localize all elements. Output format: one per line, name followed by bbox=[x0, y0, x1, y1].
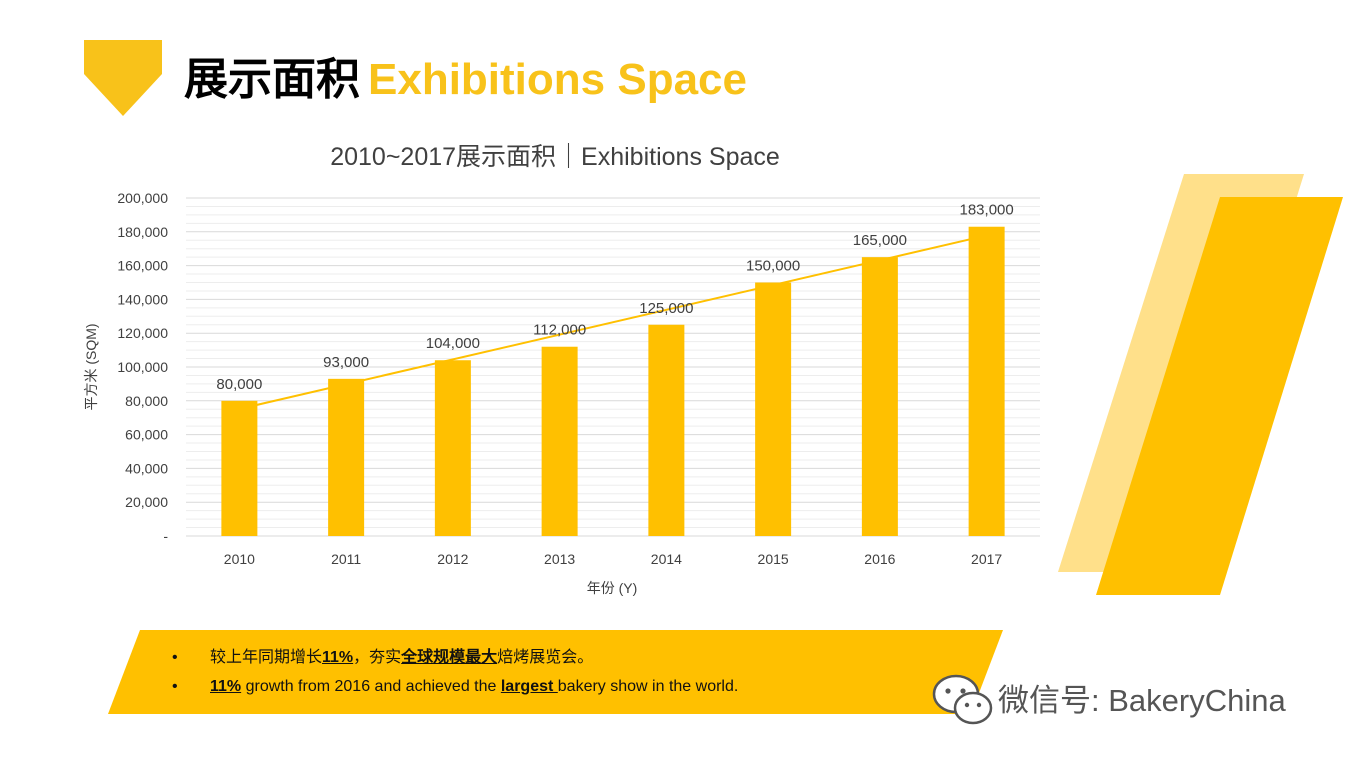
page-title: 展示面积 Exhibitions Space bbox=[184, 52, 747, 108]
y-tick-label: 40,000 bbox=[125, 460, 168, 476]
bar-2011 bbox=[328, 378, 365, 536]
bullet: • bbox=[172, 649, 178, 666]
x-tick-label-2013: 2013 bbox=[544, 551, 575, 567]
x-tick-label-2011: 2011 bbox=[331, 551, 361, 567]
y-axis-label: 平方米 (SQM) bbox=[83, 323, 99, 410]
data-label-2010: 80,000 bbox=[216, 376, 262, 393]
y-tick-label: 180,000 bbox=[117, 224, 168, 240]
highlight-percent: 11% bbox=[210, 678, 242, 695]
x-tick-label-2014: 2014 bbox=[651, 551, 682, 567]
chart-gridlines bbox=[186, 197, 1040, 537]
note-text: 较上年同期增长 bbox=[210, 649, 323, 666]
summary-notes: • 较上年同期增长11%，夯实全球规模最大焙烤展览会。 • 11% growth f… bbox=[172, 645, 972, 703]
highlight-percent: 11% bbox=[322, 649, 354, 666]
bar-2014 bbox=[648, 324, 685, 536]
x-tick-label-2015: 2015 bbox=[758, 551, 789, 567]
trendline bbox=[239, 234, 987, 410]
bar-2016 bbox=[861, 257, 898, 536]
wechat-id-watermark: 微信号: BakeryChina bbox=[998, 683, 1286, 718]
y-tick-label: 80,000 bbox=[125, 393, 168, 409]
y-tick-label: 120,000 bbox=[117, 325, 168, 341]
note-text: bakery show in the world. bbox=[557, 678, 739, 695]
bar-2010 bbox=[221, 400, 258, 536]
title-marker-shape bbox=[84, 40, 162, 116]
page-title-en: Exhibitions Space bbox=[368, 55, 747, 104]
y-tick-label: 100,000 bbox=[117, 359, 168, 375]
data-label-2013: 112,000 bbox=[533, 322, 586, 339]
data-label-2012: 104,000 bbox=[426, 335, 480, 352]
y-tick-label: 60,000 bbox=[125, 427, 168, 443]
data-label-2017: 183,000 bbox=[960, 202, 1014, 219]
wechat-icon bbox=[932, 674, 993, 725]
highlight-largest: largest bbox=[500, 678, 558, 695]
x-tick-label-2012: 2012 bbox=[437, 551, 468, 567]
y-tick-label: 200,000 bbox=[117, 190, 168, 206]
chart-title: 2010~2017展示面积｜Exhibitions Space bbox=[330, 143, 780, 171]
bar-2013 bbox=[541, 346, 578, 536]
y-tick-label: 20,000 bbox=[125, 494, 168, 510]
chart-bars bbox=[221, 226, 1005, 536]
data-label-2016: 165,000 bbox=[853, 232, 907, 249]
exhibition-space-bar-chart: 2010~2017展示面积｜Exhibitions Space - 20,000 4… bbox=[83, 143, 1040, 596]
highlight-largest: 全球规模最大 bbox=[401, 649, 498, 666]
y-tick-label: 160,000 bbox=[117, 258, 168, 274]
data-label-2014: 125,000 bbox=[639, 300, 693, 317]
x-tick-label-2016: 2016 bbox=[864, 551, 895, 567]
y-tick-label: 140,000 bbox=[117, 291, 168, 307]
x-tick-label-2017: 2017 bbox=[971, 551, 1002, 567]
summary-note-en: • 11% growth from 2016 and achieved the l… bbox=[172, 674, 972, 703]
data-label-2015: 150,000 bbox=[746, 258, 800, 275]
x-tick-label-2010: 2010 bbox=[224, 551, 255, 567]
bar-2015 bbox=[755, 282, 792, 536]
bullet: • bbox=[172, 678, 178, 695]
y-axis-ticks: - 20,000 40,000 60,000 80,000 100,000 120,000 1… bbox=[117, 190, 168, 544]
note-text: ，夯实 bbox=[353, 649, 402, 666]
y-tick-label: - bbox=[163, 528, 168, 544]
page-title-cn: 展示面积 bbox=[184, 55, 360, 104]
note-text: growth from 2016 and achieved the bbox=[241, 678, 501, 695]
bar-2012 bbox=[434, 360, 471, 536]
x-axis-label: 年份 (Y) bbox=[587, 580, 638, 596]
data-label-2011: 93,000 bbox=[323, 354, 369, 371]
note-text: 焙烤展览会。 bbox=[497, 649, 594, 666]
chart-trendline bbox=[239, 234, 987, 410]
deco-shape-dark bbox=[1096, 197, 1343, 595]
summary-note-cn: • 较上年同期增长11%，夯实全球规模最大焙烤展览会。 bbox=[172, 645, 972, 674]
x-axis-ticks: 2010 2011 2012 2013 2014 2015 2016 2017 bbox=[224, 551, 1003, 567]
summary-banner-shape bbox=[108, 630, 1003, 714]
chart-data-labels: 80,000 93,000 104,000 112,000 125,000 150,000… bbox=[216, 202, 1013, 393]
bar-2017 bbox=[968, 226, 1005, 536]
decorative-parallelograms bbox=[1058, 174, 1343, 595]
